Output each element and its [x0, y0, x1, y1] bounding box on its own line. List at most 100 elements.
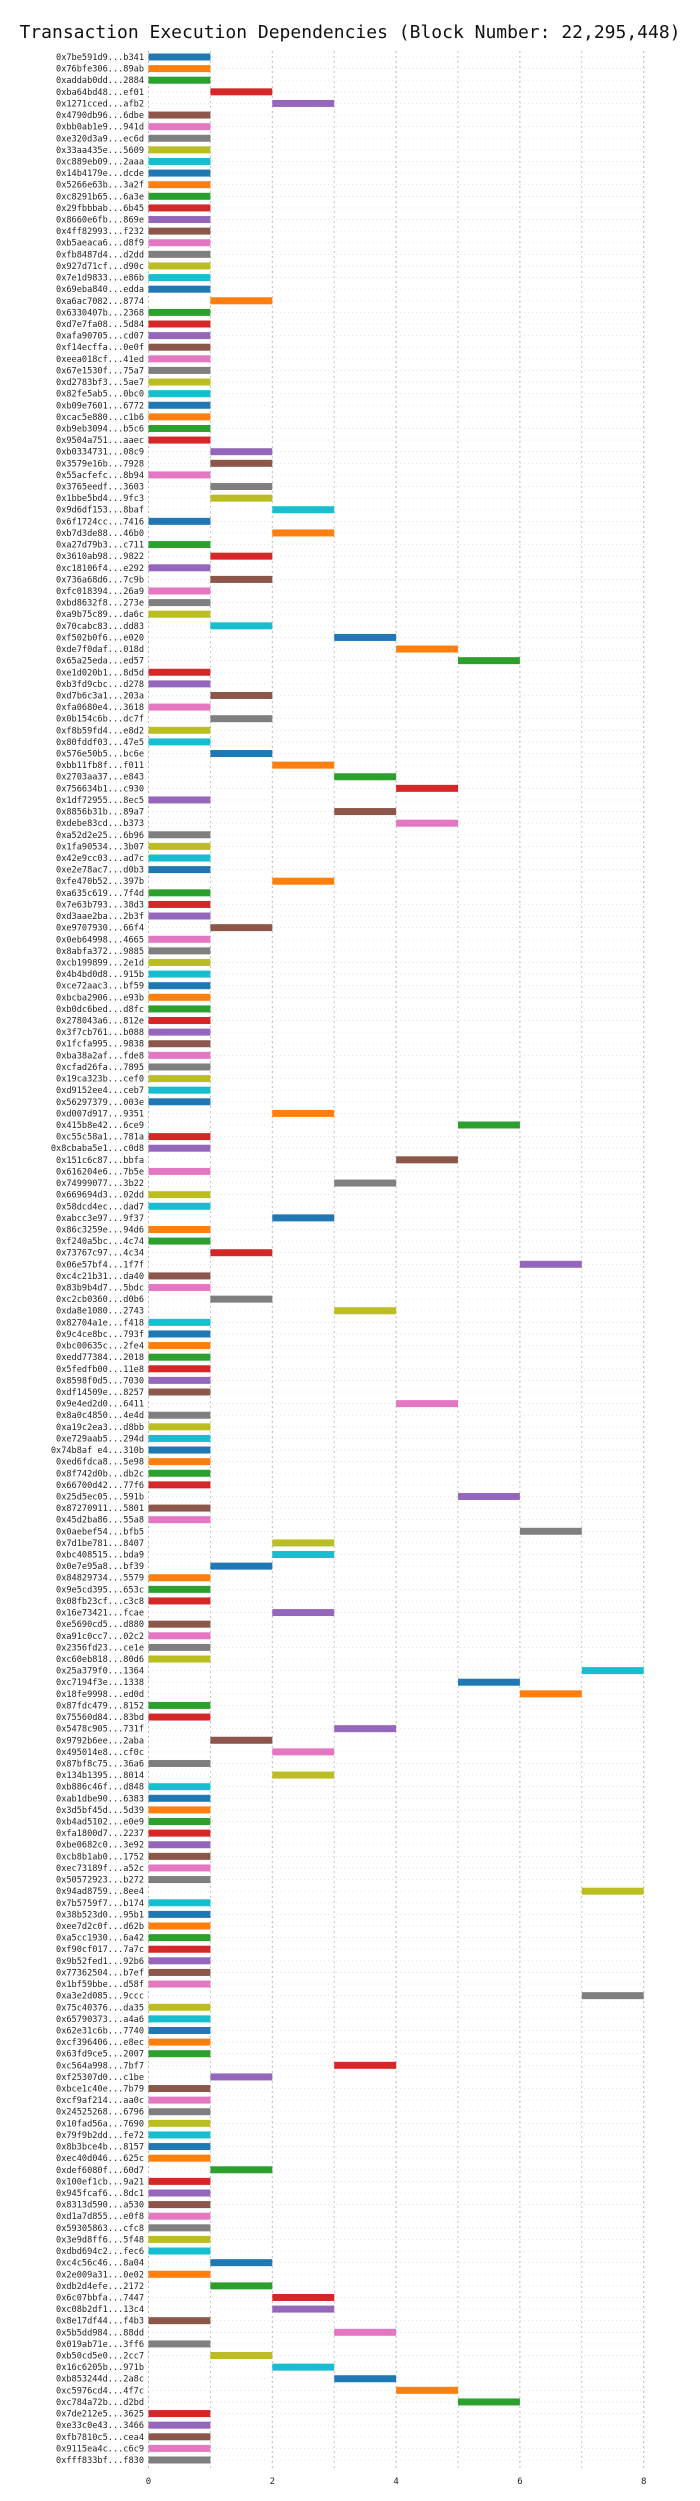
transaction-bar [148, 958, 211, 966]
transaction-label: 0xcf9af214...aa0c [56, 2096, 144, 2106]
transaction-bar [148, 1806, 211, 1814]
transaction-bar [148, 1318, 211, 1326]
transaction-label: 0x14b4179e...dcde [56, 169, 144, 179]
transaction-bar [148, 1063, 211, 1071]
transaction-bar [272, 506, 335, 514]
transaction-label: 0x59305863...cfc8 [56, 2224, 144, 2234]
transaction-bar [148, 227, 211, 235]
transaction-label: 0x86c3259e...94d6 [56, 1225, 144, 1235]
transaction-bar [148, 390, 211, 398]
transaction-bar [148, 2177, 211, 2185]
transaction-bar [148, 2154, 211, 2162]
transaction-label: 0xb7d3de88...46b0 [56, 529, 144, 539]
transaction-bar [148, 2235, 211, 2243]
transaction-label: 0xd2783bf3...5ae7 [56, 378, 144, 388]
transaction-label: 0x5266e63b...3a2f [56, 181, 144, 191]
transaction-label: 0x0b154c6b...dc7f [56, 715, 144, 725]
transaction-bar [334, 633, 397, 641]
transaction-bar [148, 599, 211, 607]
transaction-label: 0xd7e7fa08...5d84 [56, 320, 144, 330]
transaction-bar [148, 866, 211, 874]
transaction-bar [148, 1841, 211, 1849]
transaction-label: 0x29fbbbab...6b45 [56, 204, 144, 214]
transaction-label: 0x4b4bd0d8...915b [56, 970, 144, 980]
transaction-label: 0xa3e2d085...9ccc [56, 1992, 144, 2002]
transaction-bar [148, 1818, 211, 1826]
transaction-label: 0x62e31c6b...7740 [56, 2026, 144, 2036]
transaction-label: 0x669694d3...02dd [56, 1191, 144, 1201]
transaction-bar [148, 2131, 211, 2139]
transaction-label: 0xd9152ee4...ceb7 [56, 1086, 144, 1096]
transaction-bar [210, 1562, 273, 1570]
transaction-label: 0x18fe9998...ed0d [56, 1690, 144, 1700]
transaction-label: 0x73767c97...4c34 [56, 1249, 144, 1259]
transaction-label: 0xf502b0f6...e020 [56, 633, 144, 643]
transaction-bar [148, 320, 211, 328]
transaction-bar [148, 1852, 211, 1860]
transaction-label: 0x58dcd4ec...dad7 [56, 1202, 144, 1212]
transaction-label: 0x74999077...3b22 [56, 1179, 144, 1189]
transaction-label: 0xc60eb818...80d6 [56, 1655, 144, 1665]
transaction-label: 0xb09e7601...6772 [56, 401, 144, 411]
transaction-bar [581, 1887, 644, 1895]
transaction-bar [334, 773, 397, 781]
transaction-bar [148, 2421, 211, 2429]
x-tick-label: 8 [641, 2477, 646, 2487]
transaction-bar [148, 1876, 211, 1884]
transaction-label: 0xe33c0e43...3466 [56, 2421, 144, 2431]
transaction-bar [148, 2096, 211, 2104]
transaction-label: 0xdef6080f...60d7 [56, 2166, 144, 2176]
transaction-label: 0x3610ab98...9822 [56, 552, 144, 562]
transaction-label: 0x945fcaf6...8dc1 [56, 2189, 144, 2199]
transaction-label: 0xba64bd48...ef01 [56, 88, 144, 98]
transaction-bar [148, 1945, 211, 1953]
transaction-label: 0x7e1d9833...e86b [56, 274, 144, 284]
transaction-label: 0x134b1395...8014 [56, 1771, 144, 1781]
transaction-bar [210, 2352, 273, 2360]
transaction-label: 0x927d71cf...d90c [56, 262, 144, 272]
transaction-bar [148, 1191, 211, 1199]
transaction-bar [210, 459, 273, 467]
transaction-bar [210, 1295, 273, 1303]
transaction-bar [148, 1133, 211, 1141]
transaction-bar [396, 1400, 458, 1408]
transaction-bar [210, 750, 273, 758]
transaction-label: 0x1fcfa995...9838 [56, 1040, 144, 1050]
transaction-bar [148, 134, 211, 142]
transaction-bar [210, 2259, 273, 2267]
transaction-label: 0x0eb64998...4665 [56, 935, 144, 945]
transaction-bar [148, 2050, 211, 2058]
transaction-label: 0xc7194f3e...1338 [56, 1678, 144, 1688]
transaction-bar [148, 517, 211, 525]
transaction-label: 0x8856b31b...89a7 [56, 808, 144, 818]
transaction-label: 0xbb0ab1e9...941d [56, 123, 144, 133]
transaction-bar [272, 2305, 335, 2313]
transaction-label: 0xa91c0cc7...02c2 [56, 1632, 144, 1642]
transaction-bar [581, 1992, 644, 2000]
transaction-label: 0xde7f0daf...018d [56, 645, 144, 655]
transaction-label: 0xda8e1080...2743 [56, 1307, 144, 1317]
transaction-bar [148, 2038, 211, 2046]
transaction-bar [210, 2282, 273, 2290]
transaction-bar [148, 1051, 211, 1059]
transaction-bar [334, 1725, 397, 1733]
transaction-label: 0xfe470b52...397b [56, 877, 144, 887]
transaction-bar [148, 355, 211, 363]
transaction-label: 0x5b5dd984...88dd [56, 2328, 144, 2338]
transaction-label: 0xc4c56c46...8a04 [56, 2259, 144, 2269]
transaction-label: 0x76bfe306...89ab [56, 65, 144, 75]
transaction-label: 0x82704a1e...f418 [56, 1318, 144, 1328]
transaction-bar [148, 831, 211, 839]
transaction-label: 0x84829734...5579 [56, 1574, 144, 1584]
transaction-bar [148, 401, 211, 409]
transaction-bar [148, 1574, 211, 1582]
transaction-bar [148, 343, 211, 351]
transaction-bar [148, 2108, 211, 2116]
transaction-label: 0xdb2d4efe...2172 [56, 2282, 144, 2292]
transaction-bar [148, 1585, 211, 1593]
transaction-label: 0x79f9b2dd...fe72 [56, 2131, 144, 2141]
transaction-label: 0x33aa435e...5609 [56, 146, 144, 156]
transaction-bar [148, 703, 211, 711]
transaction-bar [210, 575, 273, 583]
transaction-bar [272, 761, 335, 769]
